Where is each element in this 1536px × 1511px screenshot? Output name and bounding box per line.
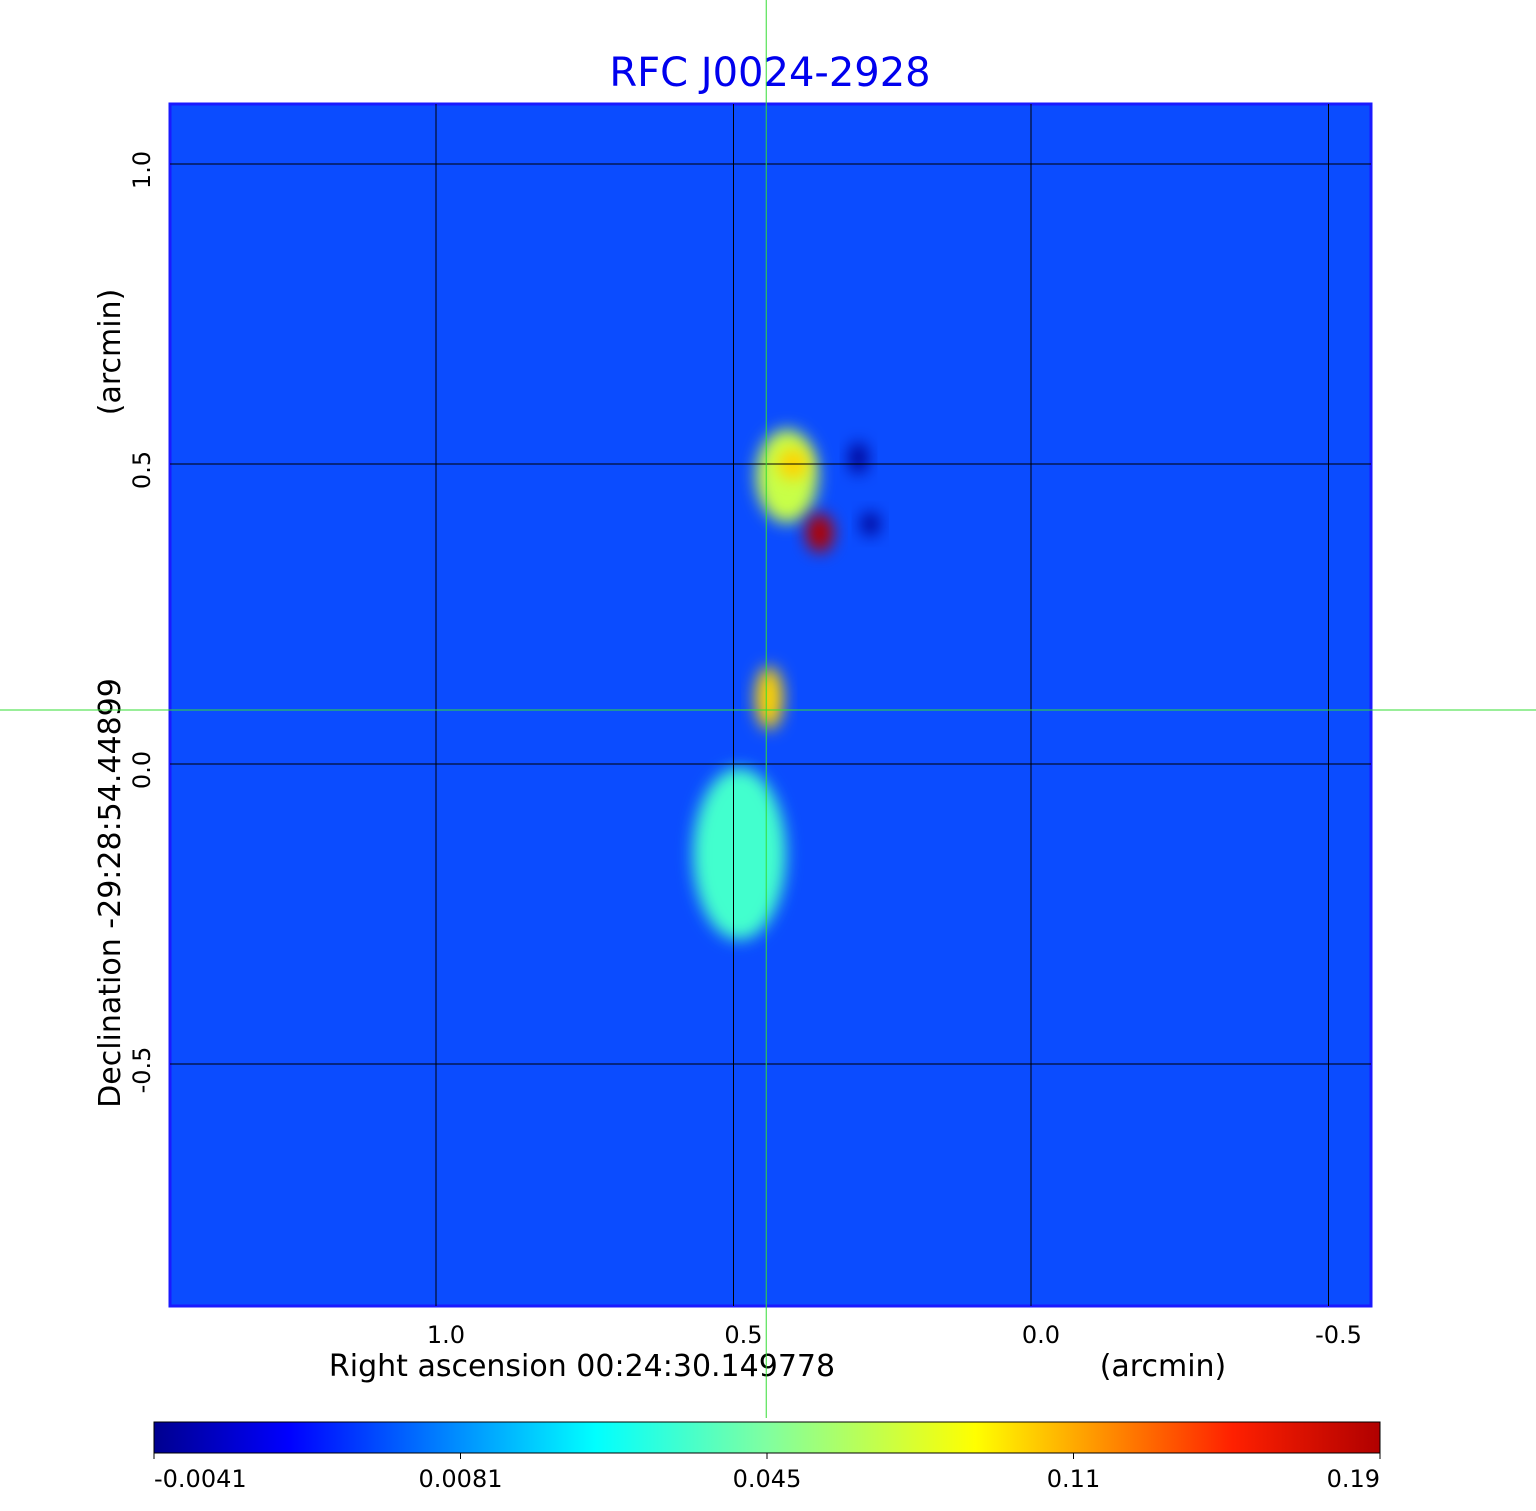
colorbar-tick-label: 0.045 <box>733 1465 802 1493</box>
colorbar <box>153 1421 1381 1454</box>
y-tick-label: 0.5 <box>128 451 156 489</box>
x-tick-label: 0.5 <box>724 1321 762 1349</box>
source-blob-3 <box>805 513 834 553</box>
y-tick-label: 0.0 <box>128 751 156 789</box>
source-blob-4 <box>755 666 784 730</box>
y-axis-unit: (arcmin) <box>93 289 128 416</box>
image-area <box>170 104 1371 1306</box>
chart-title: RFC J0024-2928 <box>609 50 930 96</box>
x-tick-label: 0.0 <box>1022 1321 1060 1349</box>
colorbar-tick-label: 0.0081 <box>419 1465 503 1493</box>
x-tick-label: -0.5 <box>1315 1321 1362 1349</box>
colorbar-tick-label: -0.0041 <box>154 1465 247 1493</box>
y-axis-label: Declination -29:28:54.44899 <box>93 678 128 1108</box>
colorbar-tick-label: 0.19 <box>1327 1465 1380 1493</box>
x-axis-unit: (arcmin) <box>1100 1349 1227 1384</box>
image-border <box>168 102 1373 1308</box>
source-blob-0 <box>693 768 786 940</box>
source-blob-5 <box>849 442 868 474</box>
x-axis-label: Right ascension 00:24:30.149778 <box>329 1349 835 1384</box>
x-tick-label: 1.0 <box>427 1321 465 1349</box>
source-blob-6 <box>861 512 880 536</box>
y-tick-label: -0.5 <box>128 1047 156 1094</box>
y-tick-label: 1.0 <box>128 151 156 189</box>
colorbar-tick-label: 0.11 <box>1047 1465 1100 1493</box>
